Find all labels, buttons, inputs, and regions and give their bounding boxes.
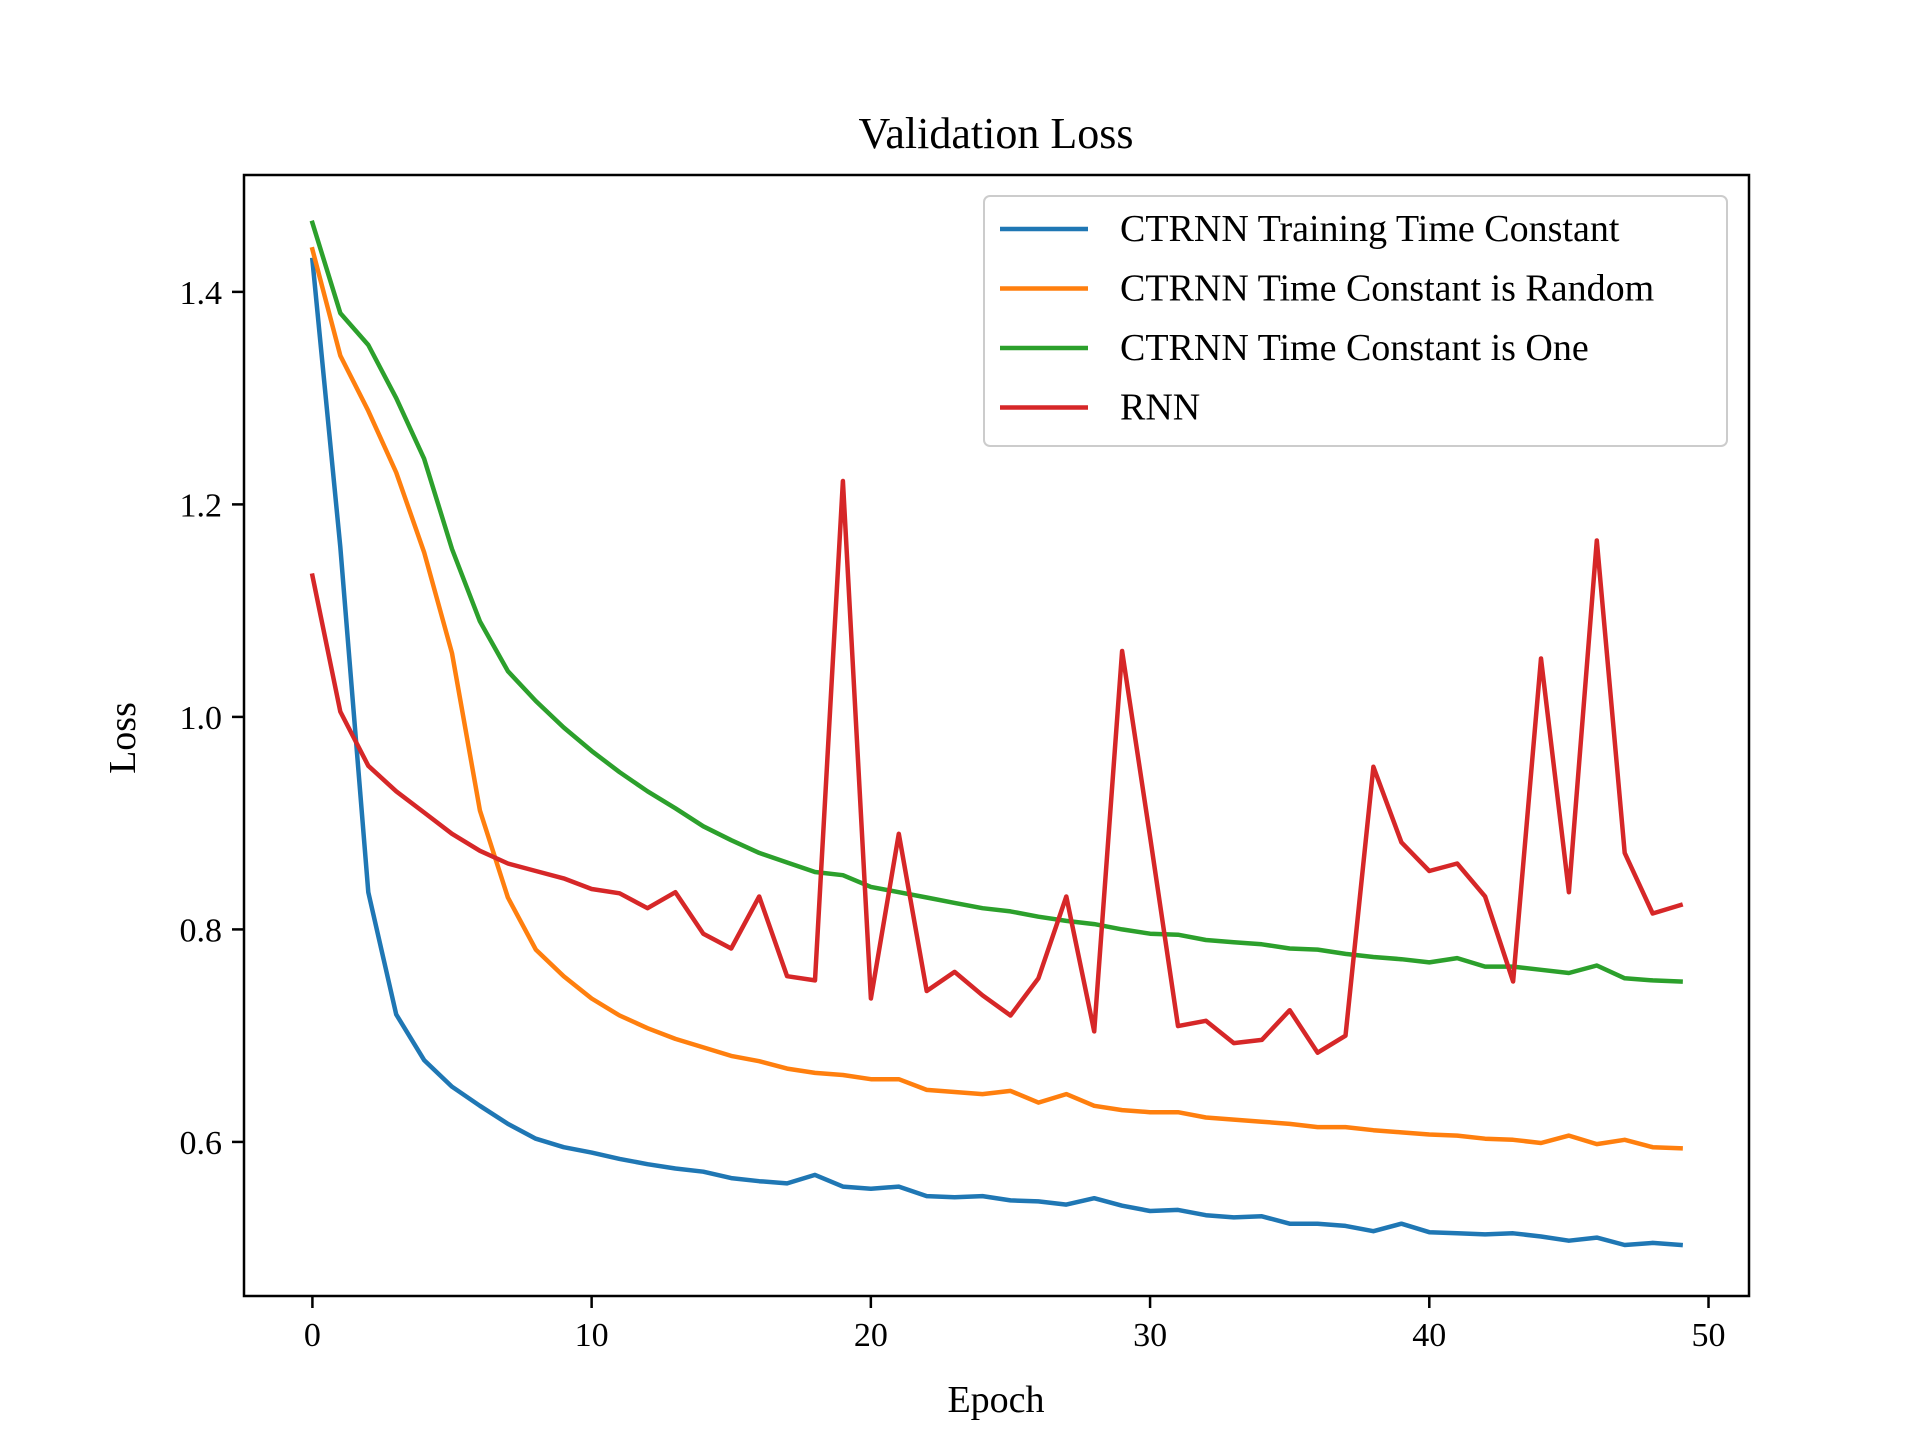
y-tick-label: 1.2 [180, 487, 223, 524]
legend-label-2: CTRNN Time Constant is One [1120, 327, 1589, 369]
legend-items: CTRNN Training Time Constant CTRNN Time C… [1000, 208, 1654, 429]
legend-box [983, 195, 1728, 447]
plot-area-frame [242, 173, 1751, 1298]
y-axis-ticks: 0.6 0.8 1.0 1.2 1.4 [180, 275, 244, 1162]
x-tick-label: 50 [1692, 1317, 1726, 1354]
legend: CTRNN Training Time Constant CTRNN Time C… [983, 195, 1728, 447]
x-tick-label: 40 [1412, 1317, 1446, 1354]
x-axis-ticks: 0 10 20 30 40 50 [304, 1296, 1726, 1354]
legend-label-3: RNN [1120, 387, 1200, 429]
series-line-0 [309, 257, 1684, 1248]
y-tick-label: 1.4 [180, 275, 223, 312]
legend-label-0: CTRNN Training Time Constant [1120, 208, 1620, 250]
chart-title: Validation Loss [859, 109, 1134, 158]
x-tick-label: 10 [575, 1317, 609, 1354]
y-axis-label: Loss [102, 702, 144, 774]
y-tick-label: 0.8 [180, 912, 223, 949]
x-tick-label: 20 [854, 1317, 888, 1354]
x-axis-label: Epoch [947, 1379, 1044, 1421]
series-line-3 [309, 478, 1684, 1055]
y-tick-label: 0.6 [180, 1125, 223, 1162]
series-line-1 [309, 246, 1683, 1151]
series-line-2 [309, 219, 1683, 984]
legend-label-1: CTRNN Time Constant is Random [1120, 268, 1654, 310]
x-tick-label: 0 [304, 1317, 321, 1354]
x-tick-label: 30 [1133, 1317, 1167, 1354]
y-tick-label: 1.0 [180, 700, 223, 737]
plot-lines [309, 219, 1684, 1248]
